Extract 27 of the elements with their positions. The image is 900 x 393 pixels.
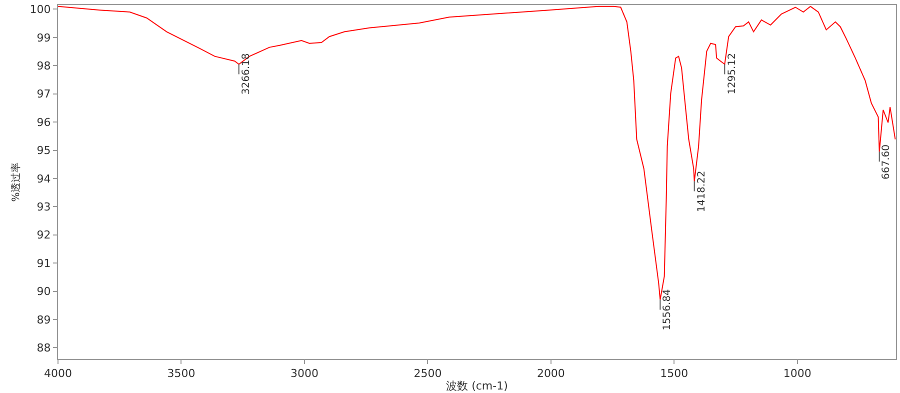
y-tick-label: 89: [36, 313, 51, 326]
annotation: 1556.84: [662, 289, 673, 330]
x-tick-label: 2000: [536, 367, 565, 380]
y-tick-label: 98: [36, 60, 51, 72]
y-tick-label: 91: [36, 256, 51, 270]
x-tick-label: 2500: [414, 367, 442, 380]
annotation: 667.60: [881, 144, 892, 180]
y-axis-title: %透过率: [10, 162, 22, 202]
y-tick-label: 88: [36, 342, 51, 355]
x-tick-label: 4000: [44, 367, 72, 380]
y-tick-label: 97: [36, 88, 51, 101]
y-tick-label: 92: [36, 228, 51, 242]
x-axis-title: 波数 (cm-1): [446, 379, 508, 392]
y-tick-label: 95: [36, 144, 51, 158]
y-tick-label: 96: [36, 116, 51, 129]
annotation: 1418.22: [696, 170, 708, 212]
x-tick-label: 3500: [167, 367, 196, 380]
x-tick-label: 1500: [660, 367, 688, 380]
y-tick-label: 90: [36, 285, 51, 298]
y-tick-label: 100: [30, 3, 51, 16]
annotation: 1295.12: [726, 53, 738, 94]
x-tick-label: 3000: [290, 367, 318, 380]
annotation: 3266.18: [241, 53, 252, 95]
y-tick-label: 99: [36, 31, 51, 44]
y-tick-label: 94: [36, 172, 51, 186]
y-tick-label: 93: [36, 200, 51, 214]
x-tick-label: 1000: [783, 367, 812, 380]
